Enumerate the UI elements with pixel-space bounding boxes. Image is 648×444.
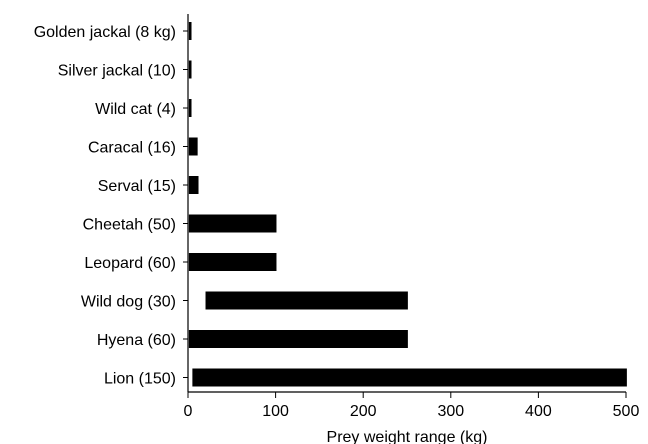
bar-0 (188, 22, 192, 40)
bar-4 (188, 176, 199, 194)
bar-6 (188, 253, 277, 271)
category-label: Leopard (60) (84, 255, 176, 272)
labels-layer: Golden jackal (8 kg) Silver jackal (10) Wi… (34, 24, 640, 420)
bar-5 (188, 214, 277, 233)
x-axis-title: Prey weight range (kg) (327, 429, 488, 444)
bar-8 (188, 330, 408, 348)
category-label: Golden jackal (8 kg) (34, 24, 176, 41)
bar-3 (188, 137, 198, 156)
category-label: Serval (15) (98, 178, 176, 195)
x-tick-label: 300 (437, 403, 464, 420)
category-label: Silver jackal (10) (58, 63, 176, 80)
category-label: Caracal (16) (88, 140, 176, 157)
category-label: Wild dog (30) (81, 294, 176, 311)
x-tick-label: 200 (350, 403, 377, 420)
x-tick-label: 500 (613, 403, 640, 420)
bar-9 (192, 368, 627, 387)
bar-2 (188, 99, 192, 117)
category-label: Cheetah (50) (83, 217, 176, 234)
x-tick-label: 400 (525, 403, 552, 420)
category-label: Hyena (60) (97, 332, 176, 349)
axes-layer (183, 14, 627, 398)
bars-layer (188, 22, 627, 387)
x-tick-label: 0 (184, 403, 193, 420)
bar-7 (205, 291, 408, 310)
category-label: Lion (150) (104, 371, 176, 388)
x-tick-label: 100 (262, 403, 289, 420)
bar-1 (188, 60, 192, 79)
category-label: Wild cat (4) (95, 101, 176, 118)
